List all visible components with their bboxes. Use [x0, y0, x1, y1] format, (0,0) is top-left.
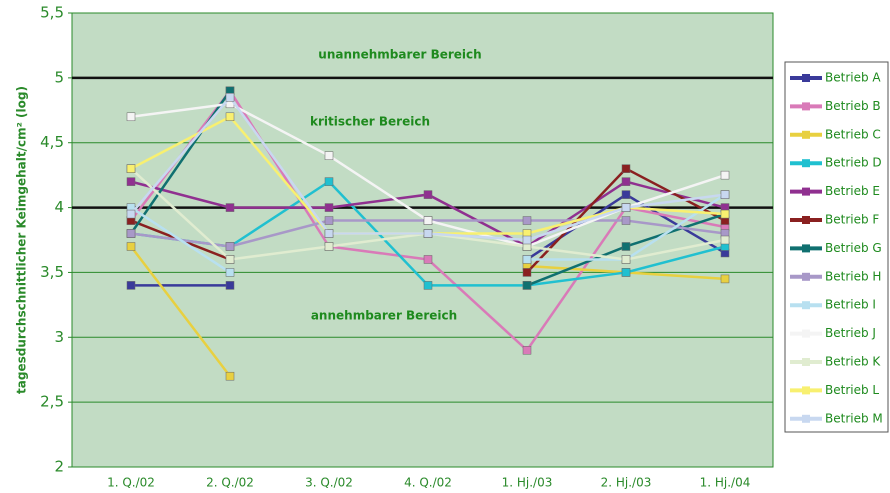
x-tick-label: 2. Hj./03 — [601, 476, 652, 490]
data-point — [225, 112, 235, 122]
data-point — [621, 203, 631, 212]
y-tick-label: 5 — [54, 68, 64, 86]
data-point — [720, 209, 730, 219]
legend-label: Betrieb E — [825, 184, 880, 198]
x-tick-label: 2. Q./02 — [206, 476, 254, 490]
data-point — [423, 216, 433, 225]
y-tick-label: 4,5 — [40, 133, 64, 151]
data-point — [225, 281, 235, 290]
legend-label: Betrieb K — [825, 355, 881, 369]
y-tick-label: 5,5 — [40, 4, 64, 22]
data-point — [522, 255, 532, 264]
legend-marker — [802, 414, 810, 423]
data-point — [621, 242, 631, 251]
data-point — [423, 229, 433, 238]
legend-marker — [802, 74, 810, 82]
x-tick-label: 1. Hj./04 — [700, 476, 751, 490]
data-point — [522, 216, 532, 225]
y-tick-label: 4 — [54, 198, 64, 216]
data-point — [621, 164, 631, 173]
legend-label: Betrieb I — [825, 298, 876, 312]
data-point — [423, 255, 433, 264]
data-point — [126, 164, 136, 173]
data-point — [126, 177, 136, 186]
x-tick-label: 1. Hj./03 — [502, 476, 553, 490]
legend-label: Betrieb D — [825, 156, 882, 170]
legend-marker — [802, 244, 810, 253]
legend-label: Betrieb B — [825, 99, 881, 113]
legend-marker — [802, 102, 810, 111]
y-tick-label: 2,5 — [40, 393, 64, 411]
data-point — [324, 203, 334, 212]
x-tick-label: 3. Q./02 — [305, 476, 353, 490]
y-tick-label: 3,5 — [40, 263, 64, 281]
data-point — [720, 274, 730, 284]
legend-marker — [802, 216, 810, 224]
data-point — [522, 235, 532, 245]
data-point — [126, 112, 136, 122]
data-point — [126, 242, 136, 251]
annotation: annehmbarer Bereich — [311, 309, 457, 323]
data-point — [621, 177, 631, 186]
legend-label: Betrieb M — [825, 411, 883, 425]
data-point — [225, 203, 235, 212]
annotation: unannehmbarer Bereich — [318, 48, 481, 62]
data-point — [324, 151, 334, 160]
data-point — [720, 190, 730, 199]
data-point — [225, 93, 235, 102]
legend-label: Betrieb F — [825, 213, 879, 227]
legend-marker — [802, 272, 810, 281]
legend-marker — [802, 329, 810, 338]
data-point — [423, 190, 433, 199]
data-point — [126, 229, 136, 238]
legend-marker — [802, 130, 810, 139]
legend-label: Betrieb C — [825, 127, 881, 141]
legend-marker — [802, 301, 810, 310]
data-point — [225, 242, 235, 251]
data-point — [522, 268, 532, 277]
data-point — [522, 281, 532, 290]
data-point — [225, 255, 235, 264]
y-tick-label: 2 — [54, 458, 64, 476]
data-point — [324, 242, 334, 251]
data-point — [522, 346, 532, 355]
data-point — [720, 170, 730, 180]
data-point — [621, 216, 631, 225]
y-tick-label: 3 — [54, 328, 64, 346]
data-point — [126, 209, 136, 219]
legend-label: Betrieb A — [825, 71, 881, 85]
legend-marker — [802, 386, 810, 395]
data-point — [423, 281, 433, 290]
data-point — [621, 268, 631, 277]
x-tick-label: 4. Q./02 — [404, 476, 452, 490]
data-point — [225, 371, 235, 381]
legend-label: Betrieb J — [825, 326, 876, 340]
data-point — [621, 255, 631, 264]
data-point — [324, 229, 334, 238]
legend-marker — [802, 187, 810, 196]
data-point — [324, 177, 334, 186]
annotation: kritischer Bereich — [310, 115, 430, 129]
y-axis-label: tagesdurchschnittlicher Keimgehalt/cm² (… — [15, 86, 29, 394]
data-point — [225, 268, 235, 277]
x-tick-label: 1. Q./02 — [107, 476, 155, 490]
legend-label: Betrieb H — [825, 269, 881, 283]
legend-marker — [802, 159, 810, 168]
legend-label: Betrieb G — [825, 241, 882, 255]
legend-marker — [802, 358, 810, 366]
data-point — [720, 235, 730, 245]
data-point — [126, 281, 136, 290]
legend-label: Betrieb L — [825, 383, 879, 397]
data-point — [621, 190, 631, 199]
data-point — [324, 216, 334, 225]
